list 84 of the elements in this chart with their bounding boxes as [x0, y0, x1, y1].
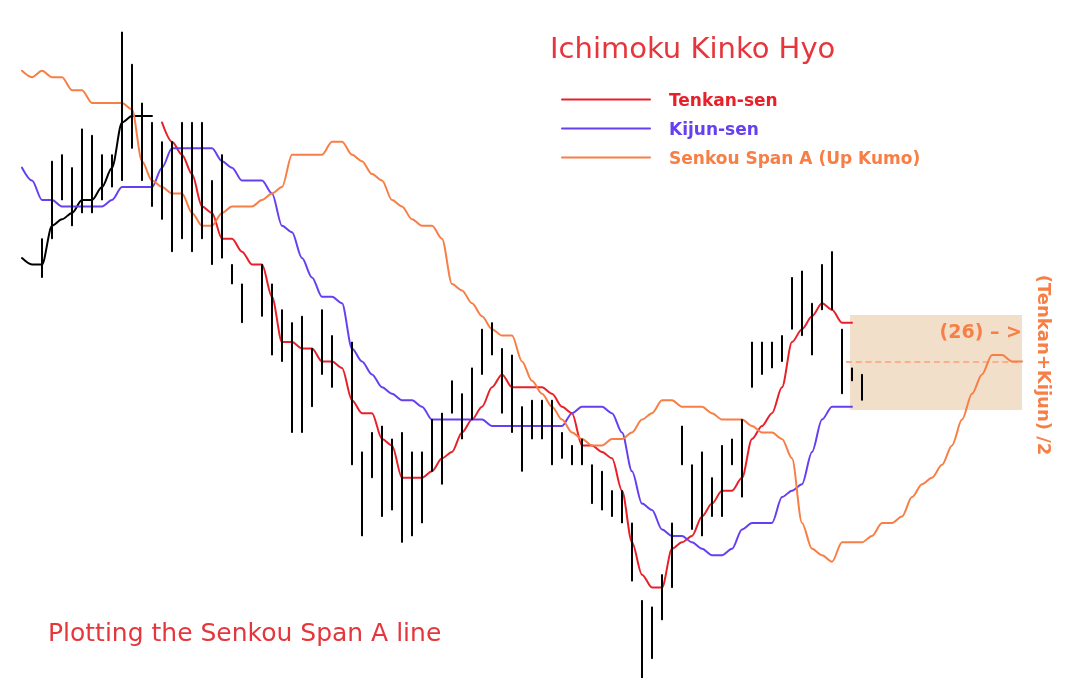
- candlestick: [171, 141, 173, 253]
- candlestick: [821, 264, 823, 311]
- candlestick: [761, 341, 763, 375]
- candlestick: [851, 367, 853, 382]
- candlestick: [501, 348, 503, 414]
- candlestick: [641, 599, 643, 678]
- text: Tenkan-sen: [669, 89, 778, 110]
- candlestick: [731, 438, 733, 466]
- text: Senkou Span A (Up Kumo): [669, 147, 921, 168]
- chart-title: Ichimoku Kinko Hyo: [550, 30, 836, 65]
- candlestick: [661, 574, 663, 621]
- candlestick: [201, 121, 203, 240]
- candlestick: [621, 490, 623, 524]
- candlestick: [71, 167, 73, 227]
- candlestick: [311, 348, 313, 408]
- candlestick: [381, 425, 383, 517]
- candlestick: [681, 425, 683, 466]
- candlestick: [551, 399, 553, 466]
- candlestick: [591, 464, 593, 505]
- candlestick: [691, 464, 693, 530]
- candlestick: [631, 522, 633, 582]
- text: (Tenkan+Kijun) /2: [1033, 274, 1055, 456]
- candlestick: [791, 276, 793, 330]
- candlestick: [211, 180, 213, 266]
- annotation: Plotting the Senkou Span A line: [48, 617, 442, 647]
- candlestick: [651, 606, 653, 660]
- candlestick: [271, 283, 273, 356]
- candlestick: [291, 322, 293, 434]
- candlestick: [391, 438, 393, 511]
- candlestick: [241, 283, 243, 324]
- candlestick: [611, 490, 613, 517]
- candlestick: [331, 335, 333, 388]
- candlestick: [321, 309, 323, 375]
- candlestick: [431, 419, 433, 472]
- candlestick: [221, 154, 223, 259]
- candlestick: [751, 341, 753, 388]
- candlestick: [531, 399, 533, 440]
- candlestick: [111, 154, 113, 188]
- candlestick: [561, 432, 563, 459]
- candlestick: [521, 406, 523, 472]
- candlestick: [601, 470, 603, 511]
- candlestick: [491, 322, 493, 356]
- candlestick: [841, 328, 843, 395]
- candlestick: [461, 393, 463, 440]
- candlestick: [811, 302, 813, 356]
- candlestick: [161, 141, 163, 220]
- candlestick: [371, 432, 373, 479]
- candlestick: [281, 309, 283, 362]
- candlestick: [191, 121, 193, 253]
- candlestick: [451, 380, 453, 414]
- candlestick: [541, 399, 543, 440]
- candlestick: [81, 128, 83, 214]
- candlestick: [801, 270, 803, 337]
- candlestick: [51, 160, 53, 240]
- annotation: (26) – >: [939, 320, 1022, 342]
- candlestick: [411, 451, 413, 537]
- candlestick: [231, 264, 233, 285]
- candlestick: [351, 341, 353, 466]
- candlestick: [571, 444, 573, 466]
- candlestick: [61, 154, 63, 201]
- candlestick: [101, 154, 103, 201]
- candlestick: [721, 444, 723, 517]
- candlestick: [711, 477, 713, 517]
- candlestick: [481, 328, 483, 375]
- candlestick: [91, 134, 93, 214]
- candlestick: [261, 264, 263, 317]
- candlestick: [581, 438, 583, 466]
- candlestick: [511, 354, 513, 434]
- text: Kijun-sen: [669, 118, 759, 139]
- candlestick: [701, 451, 703, 537]
- candlestick: [671, 522, 673, 589]
- candlestick: [781, 335, 783, 362]
- candlestick: [151, 121, 153, 207]
- candlestick: [441, 412, 443, 485]
- candlestick: [741, 419, 743, 498]
- candlestick: [181, 121, 183, 240]
- candlestick: [401, 432, 403, 543]
- candlestick: [861, 373, 863, 401]
- candlestick: [771, 341, 773, 369]
- candlestick: [831, 251, 833, 311]
- candlestick: [361, 451, 363, 537]
- candlestick: [471, 367, 473, 421]
- candlestick: [421, 451, 423, 524]
- candlestick: [301, 315, 303, 434]
